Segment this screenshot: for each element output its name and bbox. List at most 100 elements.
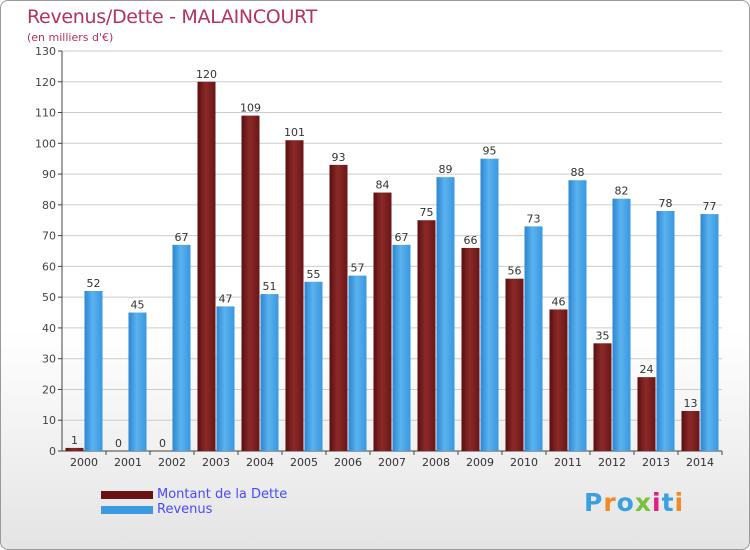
x-tick-label: 2014 — [686, 456, 714, 469]
bar-revenus — [392, 244, 411, 451]
bar-dette — [285, 140, 304, 451]
data-label-revenus: 78 — [659, 197, 673, 210]
data-label-revenus: 67 — [175, 231, 189, 244]
x-tick-label: 2010 — [510, 456, 538, 469]
bar-dette — [549, 309, 568, 451]
bar-dette — [329, 164, 348, 451]
legend-swatch-revenus — [101, 505, 153, 514]
data-label-dette: 13 — [684, 397, 698, 410]
data-label-dette: 93 — [332, 151, 346, 164]
bar-revenus — [436, 177, 455, 451]
bar-dette — [461, 247, 480, 451]
data-label-revenus: 45 — [131, 299, 145, 312]
data-label-revenus: 67 — [395, 231, 409, 244]
bar-revenus — [348, 275, 367, 451]
data-label-revenus: 73 — [527, 212, 541, 225]
data-label-revenus: 55 — [307, 268, 321, 281]
y-tick-label: 10 — [42, 414, 56, 427]
data-label-dette: 120 — [196, 68, 217, 81]
x-tick-label: 2000 — [70, 456, 98, 469]
bar-revenus — [480, 158, 499, 451]
bar-dette — [417, 220, 436, 451]
data-label-revenus: 51 — [263, 280, 277, 293]
data-label-dette: 1 — [71, 434, 78, 447]
chart-title: Revenus/Dette - MALAINCOURT — [27, 6, 317, 28]
data-label-revenus: 89 — [439, 163, 453, 176]
data-label-dette: 24 — [640, 363, 654, 376]
y-tick-label: 110 — [35, 107, 56, 120]
chart-subtitle: (en milliers d'€) — [27, 31, 114, 44]
bar-revenus — [304, 281, 323, 451]
y-tick-label: 130 — [35, 45, 56, 58]
x-tick-label: 2013 — [642, 456, 670, 469]
y-tick-label: 0 — [49, 445, 56, 458]
data-label-dette: 46 — [552, 295, 566, 308]
x-tick-label: 2012 — [598, 456, 626, 469]
logo-letter: i — [674, 488, 685, 517]
y-tick-label: 40 — [42, 322, 56, 335]
proxiti-logo: Proxiti — [584, 488, 684, 517]
logo-letter: o — [616, 488, 635, 517]
data-label-dette: 75 — [420, 206, 434, 219]
bar-revenus — [260, 294, 279, 451]
bar-dette — [681, 411, 700, 451]
x-tick-label: 2009 — [466, 456, 494, 469]
bar-dette — [373, 192, 392, 452]
legend: Montant de la Dette Revenus — [101, 487, 287, 517]
data-label-dette: 66 — [464, 234, 478, 247]
bar-dette — [593, 343, 612, 451]
x-tick-label: 2004 — [246, 456, 274, 469]
y-tick-label: 20 — [42, 383, 56, 396]
y-tick-label: 50 — [42, 291, 56, 304]
data-label-dette: 109 — [240, 102, 261, 115]
x-tick-label: 2008 — [422, 456, 450, 469]
legend-label-revenus: Revenus — [157, 502, 213, 517]
data-label-revenus: 95 — [483, 145, 497, 158]
legend-swatch-dette — [101, 490, 153, 499]
logo-letter: x — [634, 488, 652, 517]
y-tick-label: 70 — [42, 230, 56, 243]
logo-letter: r — [603, 488, 617, 517]
bar-dette — [637, 377, 656, 451]
legend-item-revenus: Revenus — [101, 502, 287, 517]
bar-revenus — [656, 211, 675, 451]
bar-revenus — [612, 198, 631, 451]
y-tick-label: 100 — [35, 137, 56, 150]
y-tick-label: 90 — [42, 168, 56, 181]
data-label-revenus: 88 — [571, 166, 585, 179]
x-tick-label: 2003 — [202, 456, 230, 469]
x-tick-label: 2011 — [554, 456, 582, 469]
bar-dette — [505, 278, 524, 451]
y-tick-label: 80 — [42, 199, 56, 212]
y-tick-label: 30 — [42, 353, 56, 366]
logo-letter: P — [584, 488, 604, 517]
bar-dette — [241, 115, 260, 451]
x-tick-label: 2006 — [334, 456, 362, 469]
legend-label-dette: Montant de la Dette — [157, 487, 288, 502]
logo-letter: t — [661, 488, 675, 517]
x-tick-label: 2002 — [158, 456, 186, 469]
bar-revenus — [172, 244, 191, 451]
data-label-revenus: 82 — [615, 185, 629, 198]
y-tick-label: 60 — [42, 260, 56, 273]
y-tick-label: 120 — [35, 76, 56, 89]
bar-revenus — [524, 226, 543, 451]
data-label-dette: 56 — [508, 265, 522, 278]
data-label-dette: 84 — [376, 179, 390, 192]
data-label-dette: 101 — [284, 126, 305, 139]
data-label-revenus: 47 — [219, 292, 233, 305]
bar-dette — [65, 447, 84, 451]
legend-item-dette: Montant de la Dette — [101, 487, 287, 502]
bar-dette — [197, 81, 216, 452]
data-label-dette: 35 — [596, 329, 610, 342]
data-label-revenus: 57 — [351, 262, 365, 275]
data-label-dette: 0 — [115, 437, 122, 450]
x-tick-label: 2005 — [290, 456, 318, 469]
data-label-revenus: 52 — [87, 277, 101, 290]
bar-revenus — [84, 291, 103, 451]
logo-letter: i — [652, 488, 662, 517]
bar-revenus — [128, 312, 147, 451]
bar-revenus — [216, 306, 235, 451]
